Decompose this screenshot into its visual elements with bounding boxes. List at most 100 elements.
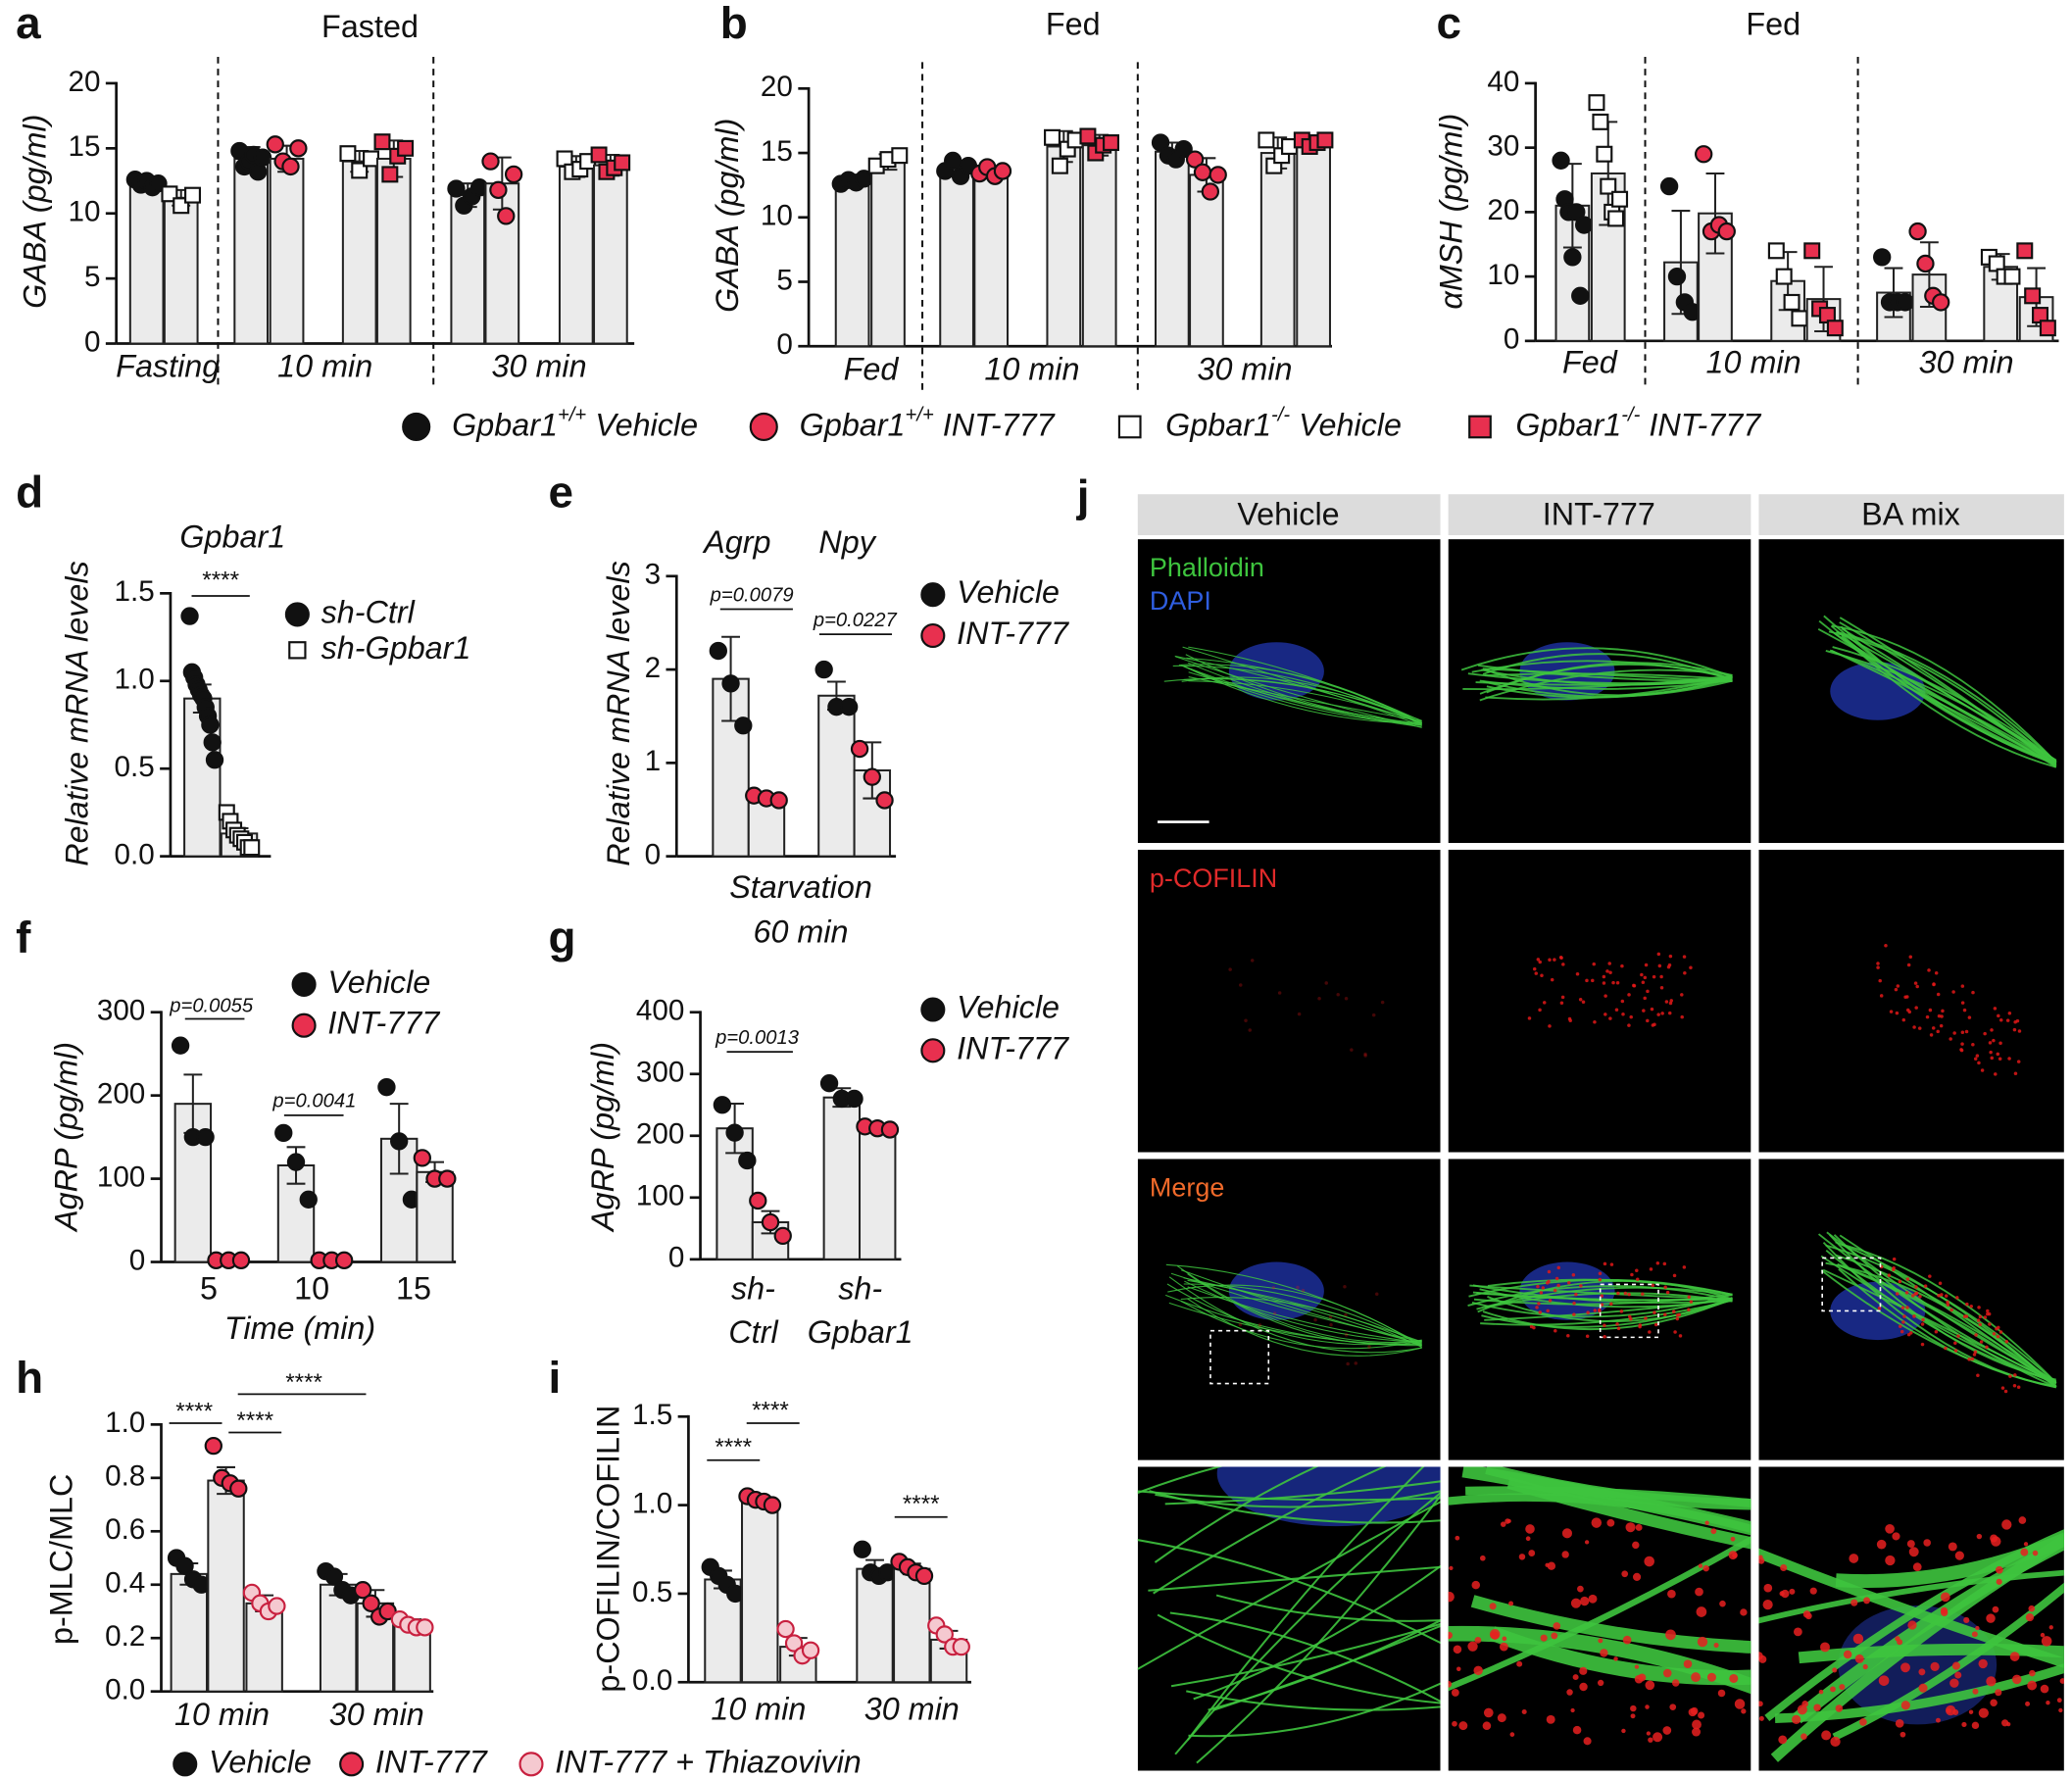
stain-dot [1558, 955, 1563, 960]
point [749, 1191, 767, 1210]
stain-dot [1632, 1541, 1640, 1550]
stain-dot [1930, 1661, 1940, 1671]
point [721, 674, 740, 693]
stain-dot [1632, 1572, 1642, 1581]
actin-fiber [1149, 1490, 1441, 1524]
point [1201, 182, 1220, 201]
stain-dot [1516, 1660, 1523, 1667]
stain-dot [2007, 1057, 2011, 1061]
stain-dot [1988, 1322, 1992, 1326]
stain-dot [1688, 1707, 1698, 1717]
point [1600, 177, 1617, 195]
point [819, 1074, 839, 1093]
stain-dot [1452, 1720, 1457, 1727]
stain-dot [1905, 1306, 1909, 1309]
point [1826, 320, 1844, 337]
micrograph [1758, 539, 2064, 844]
stain-dot [1813, 1704, 1821, 1711]
actin-fiber [1164, 1294, 1422, 1347]
stain-dot [1734, 1699, 1746, 1709]
micrograph [1448, 539, 1751, 844]
legend-marker [291, 1012, 317, 1038]
stain-dot [1248, 1028, 1252, 1032]
stain-dot [1556, 1265, 1561, 1270]
point [1908, 222, 1927, 241]
legend-marker [749, 412, 778, 442]
stain-dot [1758, 1655, 1767, 1663]
stain-dot [1568, 1018, 1572, 1023]
stain-dot [1581, 1000, 1586, 1005]
stain-dot [1894, 987, 1899, 992]
stain-dot [1818, 1689, 1824, 1695]
stain-dot [1603, 994, 1607, 998]
stain-dot [1970, 1357, 1975, 1361]
actin-fiber [1148, 1565, 1441, 1592]
actin-fiber [1137, 1539, 1441, 1645]
actin-fiber [1470, 1595, 1751, 1654]
stain-dot [2013, 1020, 2017, 1024]
point [725, 1123, 744, 1142]
stain-dot [1667, 963, 1672, 967]
stain-dot [1972, 1353, 1977, 1357]
stain-dot [1579, 1284, 1583, 1288]
stain-dot [1371, 1012, 1376, 1017]
stain-dot [1876, 965, 1880, 969]
actin-fiber [1832, 1582, 2064, 1741]
stain-dot [2040, 1684, 2049, 1694]
y-tick-label: 1.0 [105, 1407, 145, 1439]
panel-letter: e [549, 468, 574, 518]
stain-dot [1968, 1709, 1974, 1714]
y-tick-label: 0.8 [105, 1460, 145, 1493]
bar [1296, 141, 1331, 348]
actin-fiber [1185, 654, 1422, 724]
stain-dot [1949, 1308, 1953, 1312]
legend-label: INT-777 [957, 1030, 1069, 1065]
point [268, 1597, 286, 1615]
actin-fiber [1841, 635, 2057, 768]
stain-dot [1363, 1054, 1367, 1058]
point [390, 1132, 409, 1151]
point [814, 660, 833, 679]
stain-dot [1953, 1341, 1957, 1345]
stain-dot [1941, 1608, 1949, 1617]
stain-dot [1905, 1277, 1910, 1281]
significance-label: p=0.0013 [715, 1027, 800, 1049]
actin-fiber [1167, 1284, 1422, 1348]
y-axis-label: αMSH (pg/ml) [1434, 114, 1469, 310]
stain-dot [1580, 1596, 1590, 1606]
stain-dot [1585, 1334, 1590, 1339]
stain-dot [2000, 1386, 2005, 1390]
stain-dot [1528, 1550, 1536, 1556]
point [481, 152, 500, 171]
stain-dot [1677, 1312, 1682, 1317]
stain-dot [1541, 1286, 1546, 1290]
stain-dot [1912, 1025, 1916, 1029]
stain-label: p-COFILIN [1150, 864, 1277, 893]
stain-dot [1941, 1009, 1945, 1013]
actin-fiber [1174, 655, 1422, 724]
bar [128, 182, 165, 345]
stain-dot [1602, 974, 1606, 979]
stain-dot [1830, 1686, 1836, 1693]
point [413, 1149, 431, 1167]
stain-dot [1664, 1000, 1669, 1004]
stain-dot [1608, 1016, 1612, 1020]
stain-dot [1992, 1038, 1996, 1043]
stain-dot [1344, 1312, 1348, 1317]
stain-dot [1346, 1361, 1350, 1366]
point [497, 207, 516, 225]
column-header: BA mix [1861, 497, 1960, 532]
point [935, 1625, 954, 1644]
y-tick-label: 0 [1504, 323, 1519, 356]
stain-dot [1821, 1730, 1832, 1741]
micrograph-bg [1137, 849, 1441, 1153]
bar [341, 160, 377, 345]
stain-dot [1669, 999, 1674, 1003]
stain-dot [1973, 1057, 1978, 1062]
legend-marker [402, 412, 431, 442]
actin-fiber [1154, 1466, 1319, 1563]
stain-dot [1899, 1731, 1906, 1738]
stain-dot [1762, 1600, 1773, 1610]
